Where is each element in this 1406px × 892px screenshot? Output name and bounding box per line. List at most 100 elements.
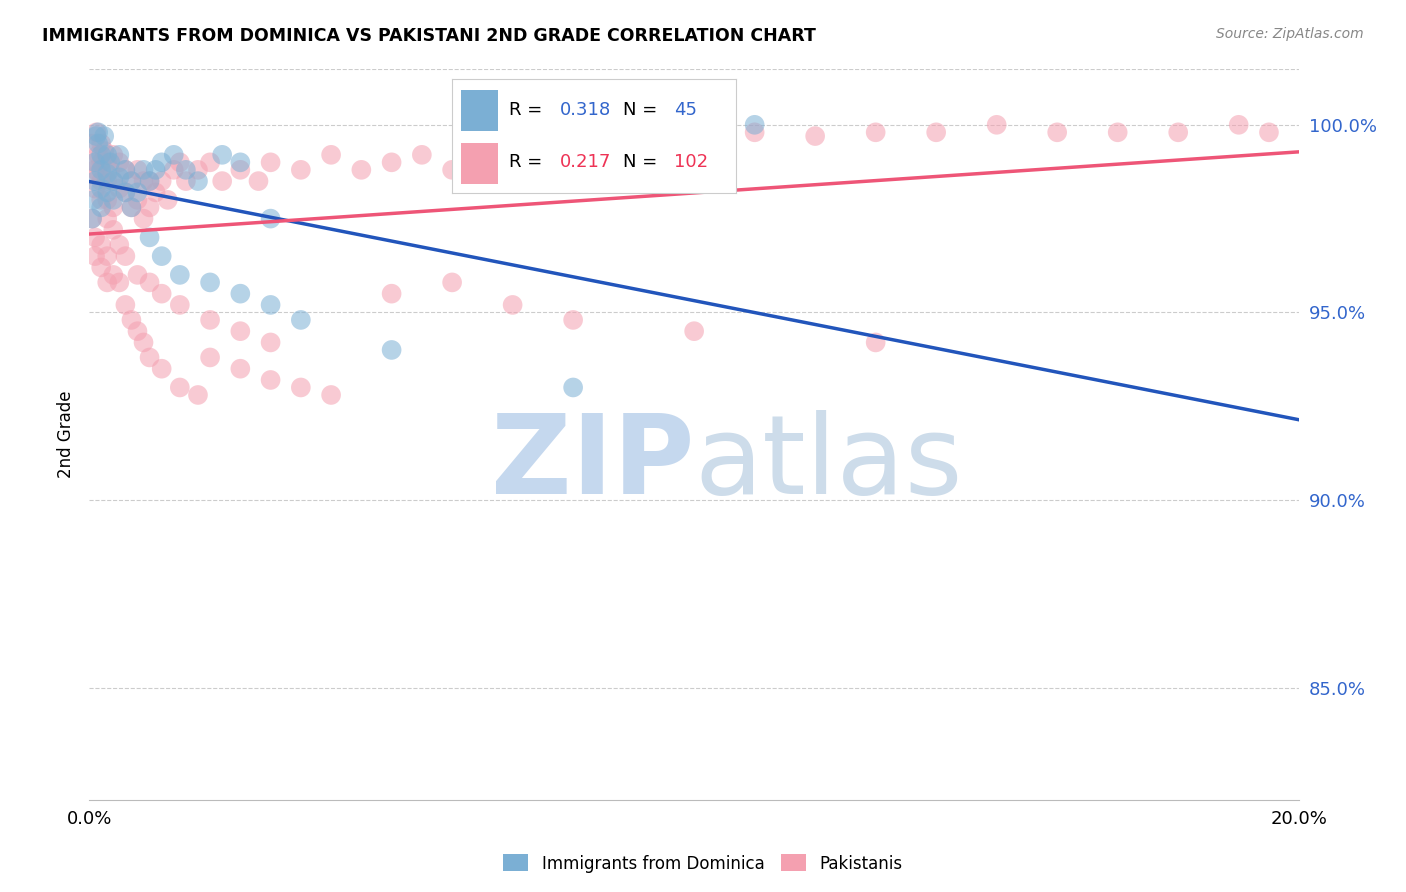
Point — [84, 174, 107, 188]
Point — [83, 193, 105, 207]
Point — [211, 174, 233, 188]
Point — [187, 162, 209, 177]
Point — [198, 313, 221, 327]
Point — [90, 162, 112, 177]
Point — [90, 260, 112, 275]
Point — [132, 335, 155, 350]
Point — [87, 167, 110, 181]
Legend: Immigrants from Dominica, Pakistanis: Immigrants from Dominica, Pakistanis — [496, 847, 910, 880]
Point — [127, 324, 149, 338]
Point — [93, 129, 115, 144]
Text: atlas: atlas — [695, 410, 963, 517]
Point — [156, 193, 179, 207]
Point — [96, 276, 118, 290]
Point — [90, 155, 112, 169]
Point — [87, 125, 110, 139]
Point — [187, 388, 209, 402]
Point — [127, 162, 149, 177]
Point — [108, 148, 131, 162]
Point — [114, 162, 136, 177]
Text: Source: ZipAtlas.com: Source: ZipAtlas.com — [1216, 27, 1364, 41]
Point — [259, 155, 281, 169]
Point — [138, 174, 160, 188]
Point — [744, 118, 766, 132]
Point — [502, 298, 524, 312]
Point — [150, 286, 173, 301]
Point — [114, 186, 136, 200]
Point — [229, 155, 252, 169]
Point — [120, 174, 142, 188]
Point — [138, 174, 160, 188]
Point — [138, 230, 160, 244]
Point — [804, 129, 827, 144]
Point — [290, 162, 312, 177]
Point — [229, 361, 252, 376]
Point — [90, 181, 112, 195]
Point — [229, 286, 252, 301]
Point — [120, 174, 142, 188]
Point — [986, 118, 1008, 132]
Point — [150, 174, 173, 188]
Point — [103, 193, 125, 207]
Point — [96, 167, 118, 181]
Point — [114, 298, 136, 312]
Point — [98, 162, 121, 177]
Point — [83, 155, 105, 169]
Point — [562, 313, 585, 327]
Point — [108, 181, 131, 195]
Point — [82, 211, 104, 226]
Point — [1258, 125, 1281, 139]
Point — [96, 174, 118, 188]
Point — [169, 298, 191, 312]
Point — [247, 174, 270, 188]
Point — [163, 162, 186, 177]
Point — [187, 174, 209, 188]
Point — [90, 200, 112, 214]
Point — [381, 286, 404, 301]
Point — [114, 162, 136, 177]
Point — [683, 136, 706, 151]
Point — [169, 268, 191, 282]
Point — [120, 200, 142, 214]
Point — [562, 136, 585, 151]
Point — [145, 162, 167, 177]
Point — [90, 193, 112, 207]
Point — [441, 162, 464, 177]
Point — [1167, 125, 1189, 139]
Point — [96, 193, 118, 207]
Y-axis label: 2nd Grade: 2nd Grade — [58, 391, 75, 478]
Point — [90, 174, 112, 188]
Point — [229, 324, 252, 338]
Point — [1227, 118, 1250, 132]
Point — [90, 238, 112, 252]
Point — [865, 335, 887, 350]
Point — [86, 129, 108, 144]
Point — [96, 155, 118, 169]
Point — [132, 211, 155, 226]
Point — [103, 200, 125, 214]
Point — [108, 238, 131, 252]
Point — [562, 380, 585, 394]
Point — [103, 148, 125, 162]
Point — [198, 155, 221, 169]
Point — [90, 136, 112, 151]
Point — [84, 155, 107, 169]
Point — [138, 351, 160, 365]
Point — [103, 223, 125, 237]
Point — [96, 186, 118, 200]
Point — [132, 162, 155, 177]
Point — [120, 200, 142, 214]
Point — [169, 155, 191, 169]
Point — [96, 249, 118, 263]
Point — [259, 211, 281, 226]
Point — [103, 268, 125, 282]
Point — [82, 211, 104, 226]
Point — [114, 186, 136, 200]
Point — [174, 174, 197, 188]
Point — [93, 144, 115, 158]
Point — [865, 125, 887, 139]
Text: IMMIGRANTS FROM DOMINICA VS PAKISTANI 2ND GRADE CORRELATION CHART: IMMIGRANTS FROM DOMINICA VS PAKISTANI 2N… — [42, 27, 815, 45]
Point — [84, 230, 107, 244]
Point — [138, 276, 160, 290]
Point — [259, 373, 281, 387]
